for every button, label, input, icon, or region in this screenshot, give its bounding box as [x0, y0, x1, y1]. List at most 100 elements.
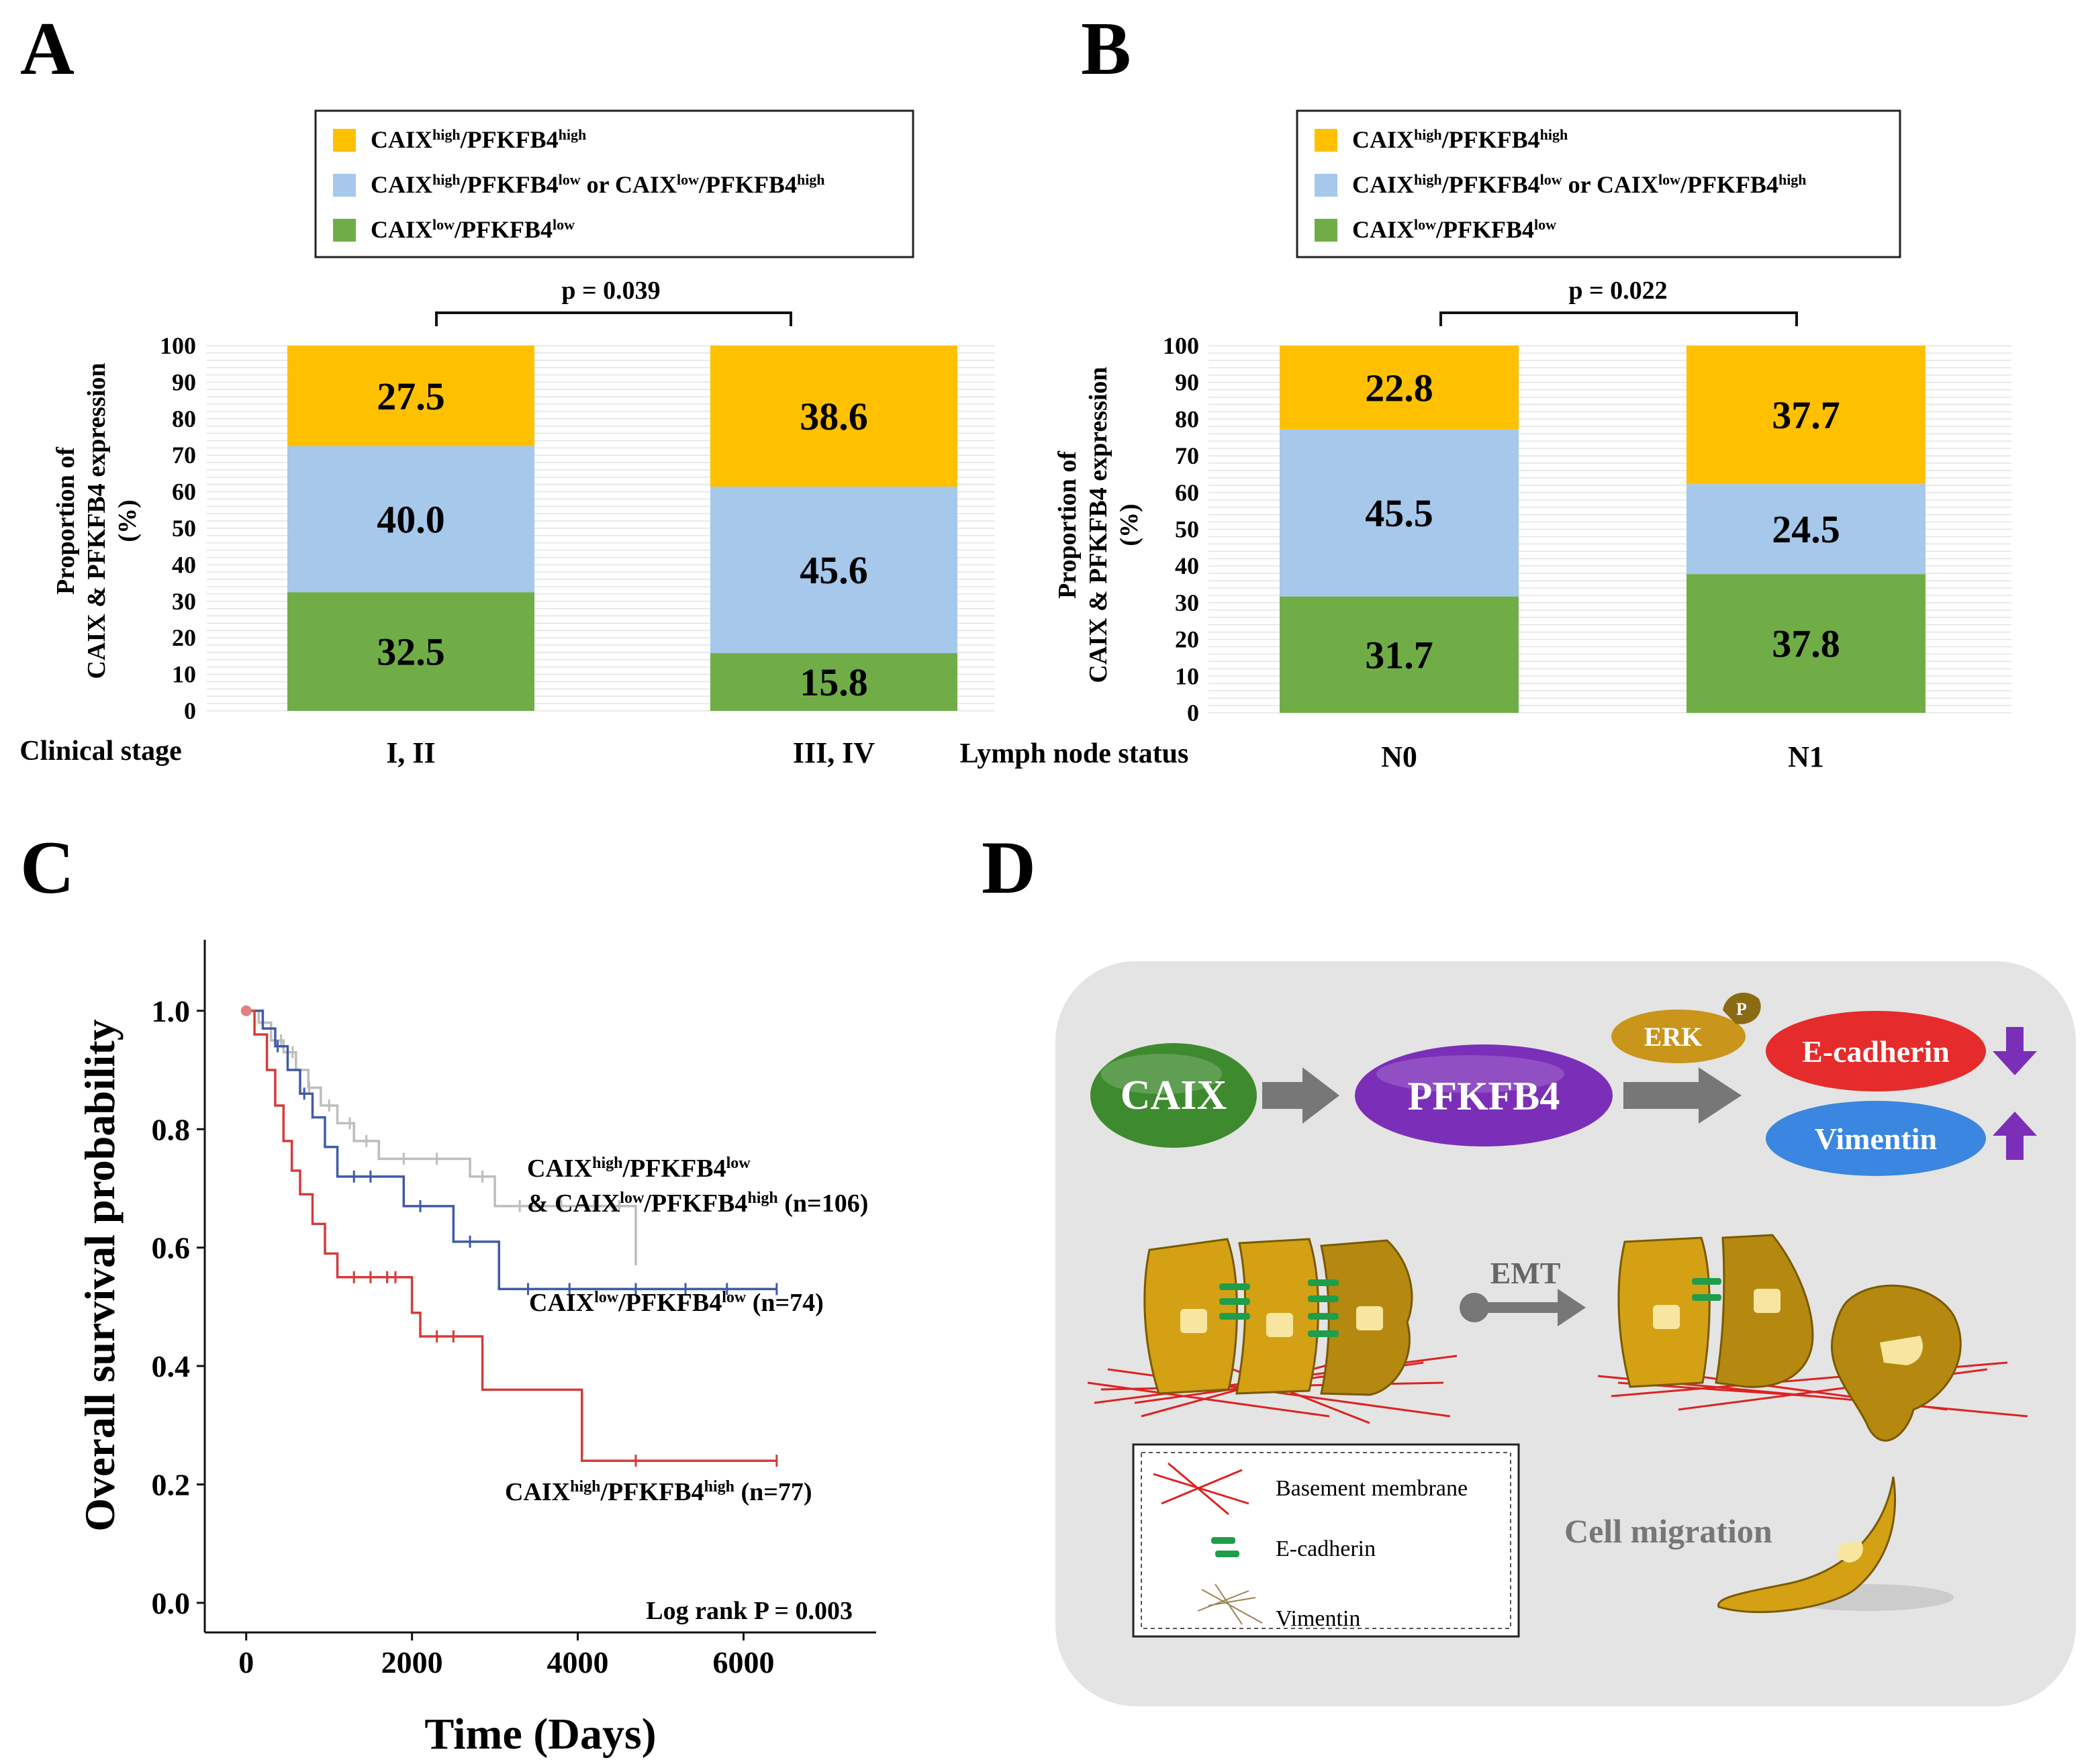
ecadherin-ellipse — [1766, 1011, 1986, 1091]
ylabel-a: Proportion of CAIX & PFKFB4 expression (… — [52, 362, 142, 679]
ylabel-b-line3: (%) — [1115, 503, 1143, 546]
bar-value-label: 45.5 — [1365, 491, 1433, 535]
y-tick-label: 0 — [1187, 699, 1199, 726]
arrow-down-icon — [1993, 1027, 2037, 1075]
arrow-pfkfb4-erk-icon — [1623, 1067, 1742, 1124]
panel-letter-c: C — [20, 826, 75, 910]
p-value-a: p = 0.039 — [561, 277, 660, 305]
arrow-caix-pfkfb4-icon — [1262, 1067, 1339, 1124]
bar-value-label: 22.8 — [1365, 366, 1433, 409]
ylabel-c: Overall survival probability — [76, 1019, 124, 1531]
legend-a-label-high: CAIXhigh/PFKFB4high — [371, 126, 586, 154]
y-tick-label: 100 — [160, 332, 196, 359]
y-tick-label: 50 — [172, 515, 196, 542]
erk-node: ERK P — [1611, 992, 1761, 1063]
ylabel-b-line2: CAIX & PFKFB4 expression — [1084, 366, 1112, 683]
panel-letter-b: B — [1081, 7, 1131, 91]
bar-segment — [710, 486, 957, 654]
legend-b: CAIXhigh/PFKFB4high CAIXhigh/PFKFB4low o… — [1296, 109, 1901, 258]
bar-segment — [1280, 596, 1519, 713]
y-tick-label: 10 — [1175, 663, 1199, 689]
survival-curve — [246, 1010, 777, 1291]
panel-letter-a: A — [20, 7, 75, 91]
y-tick-label: 20 — [172, 624, 196, 651]
ecadherin-legend-icon — [1211, 1537, 1239, 1557]
logrank-c: Log rank P = 0.003 — [646, 1597, 853, 1625]
y-tick-label: 60 — [172, 479, 196, 505]
bar-value-label: 32.5 — [377, 630, 445, 674]
erk-label: ERK — [1644, 1022, 1703, 1052]
legend-b-label-high: CAIXhigh/PFKFB4high — [1352, 126, 1568, 154]
bar-value-label: 15.8 — [800, 660, 868, 704]
bar-segment — [1280, 346, 1519, 430]
y-tick-label: 40 — [172, 551, 196, 578]
y-tick-label: 90 — [172, 369, 196, 395]
vimentin-legend-icon — [1197, 1583, 1263, 1625]
y-tick-label: 70 — [1175, 442, 1199, 469]
phospho-label: P — [1736, 999, 1747, 1019]
basement-membrane-right-icon — [1597, 1361, 2028, 1418]
curve-label-mixed-line2: & CAIXlow/PFKFB4high (n=106) — [527, 1189, 868, 1218]
curve-label-mixed-line1: CAIXhigh/PFKFB4low — [527, 1155, 751, 1183]
y-tick-label: 90 — [1175, 369, 1199, 396]
vimentin-ellipse — [1766, 1101, 1986, 1176]
arrow-up-icon — [1993, 1112, 2037, 1160]
legend-b-box — [1296, 109, 1901, 258]
curve-label-high: CAIXhigh/PFKFB4high (n=77) — [505, 1478, 812, 1506]
ecadherin-node: E-cadherin — [1766, 1011, 1986, 1091]
ylabel-b-line1: Proportion of — [1053, 450, 1082, 599]
bar-value-label: 40.0 — [377, 497, 445, 541]
y-tick-label: 80 — [1175, 405, 1199, 432]
bar-segment — [710, 653, 957, 711]
bar-value-label: 38.6 — [800, 395, 868, 438]
y-tick-label: 0.2 — [152, 1467, 191, 1502]
legend-a-swatch-mixed — [333, 174, 356, 197]
bar-value-label: 24.5 — [1772, 507, 1840, 551]
ylabel-b: Proportion of CAIX & PFKFB4 expression (… — [1053, 366, 1143, 683]
legend-a-swatch-low — [333, 219, 356, 242]
schematic-legend: Basement membrane E-cadherin Vimentin — [1132, 1443, 1520, 1638]
legend-a-label-mixed: CAIXhigh/PFKFB4low or CAIXlow/PFKFB4high — [371, 171, 825, 199]
legend-a-swatch-high — [333, 129, 356, 152]
bar-segment — [287, 446, 534, 593]
y-tick-label: 80 — [172, 405, 196, 432]
y-tick-label: 20 — [1175, 626, 1199, 653]
x-tick-label: 0 — [238, 1645, 254, 1679]
legend-basement-membrane: Basement membrane — [1276, 1476, 1468, 1501]
pfkfb4-label: PFKFB4 — [1408, 1074, 1560, 1118]
bar-value-label: 45.6 — [800, 548, 868, 592]
y-tick-label: 0.8 — [152, 1112, 191, 1146]
caix-label: CAIX — [1121, 1073, 1227, 1118]
bar-value-label: 31.7 — [1365, 633, 1433, 677]
x-category-label: III, IV — [793, 736, 875, 769]
start-point — [240, 1005, 252, 1016]
survival-curve — [246, 1010, 637, 1266]
pfkfb4-ellipse — [1355, 1044, 1613, 1146]
legend-ecadherin: E-cadherin — [1276, 1536, 1376, 1561]
y-tick-label: 40 — [1175, 552, 1199, 579]
y-tick-label: 100 — [1163, 332, 1199, 359]
p-value-bracket-b: p = 0.022 — [1439, 277, 1798, 326]
migrating-cell-icon — [1717, 1476, 1954, 1614]
ylabel-a-line3: (%) — [113, 499, 142, 542]
ylabel-a-line1: Proportion of — [52, 446, 80, 595]
y-tick-label: 0.4 — [152, 1349, 191, 1383]
pfkfb4-node: PFKFB4 — [1355, 1044, 1613, 1146]
p-value-b: p = 0.022 — [1568, 277, 1667, 305]
legend-a-label-low: CAIXlow/PFKFB4low — [371, 216, 575, 244]
legend-vimentin: Vimentin — [1276, 1606, 1360, 1631]
x-category-label: N0 — [1381, 740, 1417, 773]
survival-curve — [246, 1010, 777, 1462]
bar-value-label: 27.5 — [377, 375, 445, 418]
schematic-d: CAIX PFKFB4 ERK P E-cadherin Vimentin — [1055, 961, 2076, 1706]
y-tick-label: 60 — [1175, 479, 1199, 506]
y-tick-label: 30 — [1175, 589, 1199, 616]
bar-segment — [287, 592, 534, 711]
phospho-icon — [1723, 992, 1761, 1024]
bar-value-label: 37.7 — [1772, 393, 1840, 437]
caix-node: CAIX — [1090, 1043, 1257, 1148]
legend-b-swatch-mixed — [1315, 174, 1337, 197]
cell-migration-label: Cell migration — [1564, 1512, 1772, 1550]
legend-b-label-mixed: CAIXhigh/PFKFB4low or CAIXlow/PFKFB4high — [1352, 171, 1807, 199]
